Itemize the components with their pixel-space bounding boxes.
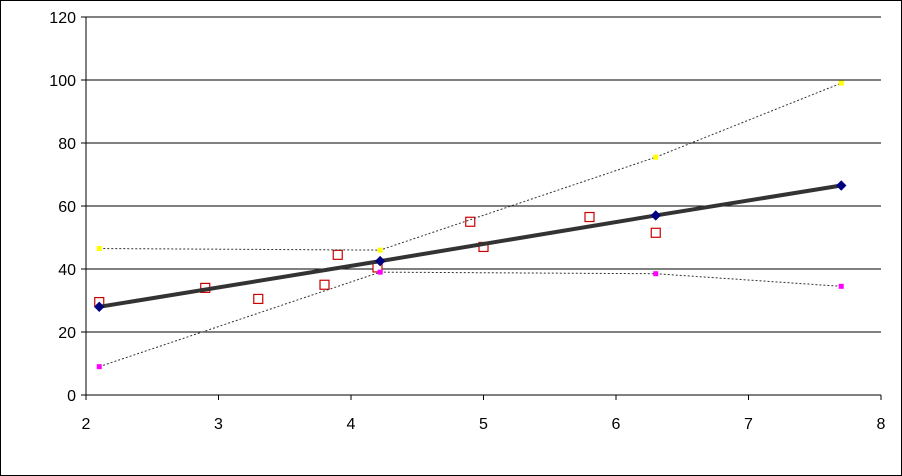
- series-0-point-8: [584, 211, 595, 223]
- tick-label-layer: 0 20 40 60 80 100 120 2 3 4 5 6 7 8: [49, 10, 885, 433]
- series-3: [96, 269, 844, 370]
- series-3-line: [99, 271, 842, 368]
- series-2: [96, 80, 844, 253]
- y-tick-label: 120: [49, 10, 76, 27]
- y-tick-label: 100: [49, 73, 76, 90]
- x-tick-label: 6: [612, 416, 621, 433]
- series-2-point-3: [838, 80, 844, 86]
- y-tick-label: 0: [67, 388, 76, 405]
- x-tick-label: 3: [214, 416, 223, 433]
- series-0-point-3: [319, 279, 330, 290]
- series-0-point-9: [650, 227, 661, 238]
- x-tick-label: 2: [82, 416, 91, 433]
- series-1-point-3: [836, 180, 847, 191]
- x-tick-label: 7: [744, 416, 753, 433]
- series-0-point-6: [465, 216, 476, 227]
- series-0-point-2: [253, 293, 264, 305]
- series-1-point-0: [94, 301, 105, 313]
- y-tick-label: 20: [58, 325, 76, 342]
- series-2-line: [99, 82, 842, 251]
- series-1-point-2: [650, 210, 661, 221]
- grid-layer: [86, 16, 881, 333]
- series-1-line: [98, 183, 842, 309]
- y-tick-label: 80: [58, 136, 76, 153]
- y-tick-label: 60: [58, 199, 76, 216]
- series-3-point-0: [96, 364, 102, 370]
- x-tick-label: 5: [479, 416, 488, 433]
- series-3-point-3: [838, 283, 844, 289]
- series-2-point-2: [653, 154, 659, 160]
- series-3-point-2: [653, 271, 659, 277]
- series-1-point-1: [374, 255, 386, 267]
- series-layer: [94, 80, 847, 370]
- series-0-point-4: [332, 249, 343, 260]
- series-3-point-1: [377, 269, 383, 275]
- series-2-point-0: [96, 246, 102, 252]
- x-tick-label: 8: [877, 416, 886, 433]
- axis-layer: [81, 16, 882, 400]
- series-1: [94, 180, 847, 313]
- series-2-point-1: [377, 247, 383, 253]
- y-tick-label: 40: [58, 262, 76, 279]
- x-tick-label: 4: [347, 416, 356, 433]
